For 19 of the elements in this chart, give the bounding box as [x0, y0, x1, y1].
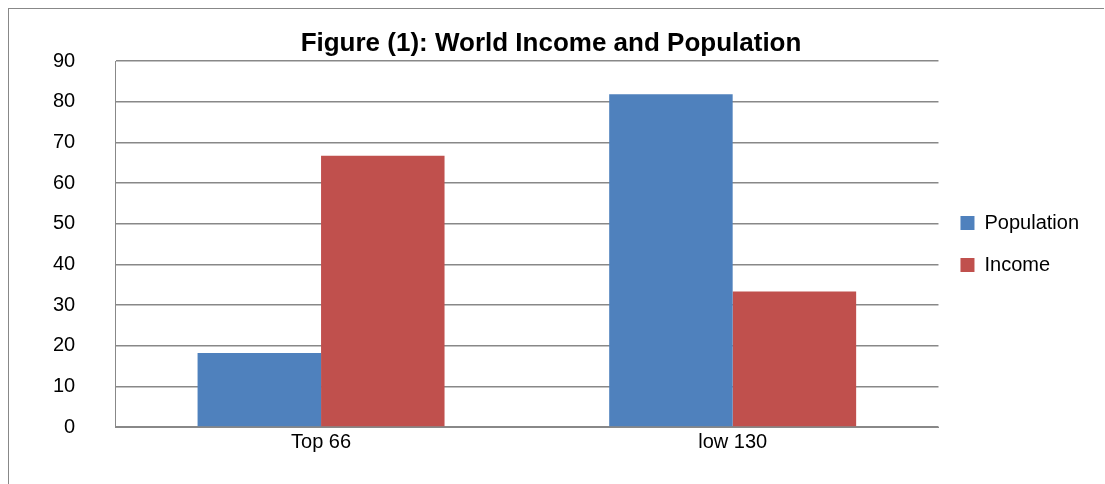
y-tick-label: 30 — [53, 292, 76, 315]
bar — [609, 94, 733, 427]
y-tick-label: 10 — [53, 373, 76, 396]
bar — [197, 352, 322, 427]
y-tick-label: 70 — [53, 129, 76, 152]
y-tick-label: 60 — [53, 170, 76, 193]
legend-label: Population — [984, 210, 1080, 233]
y-tick-label: 80 — [53, 89, 76, 112]
y-tick-label: 20 — [53, 333, 76, 356]
bar — [732, 291, 857, 427]
bar — [321, 155, 445, 427]
y-tick-label: 40 — [53, 251, 76, 274]
legend-label: Income — [984, 252, 1051, 275]
x-tick-label: Top 66 — [291, 429, 352, 452]
chart-title: Figure (1): World Income and Population — [300, 26, 802, 57]
y-tick-label: 50 — [53, 211, 76, 234]
y-tick-label: 90 — [53, 48, 76, 71]
x-tick-label: low 130 — [698, 429, 768, 452]
y-tick-label: 0 — [64, 414, 76, 437]
